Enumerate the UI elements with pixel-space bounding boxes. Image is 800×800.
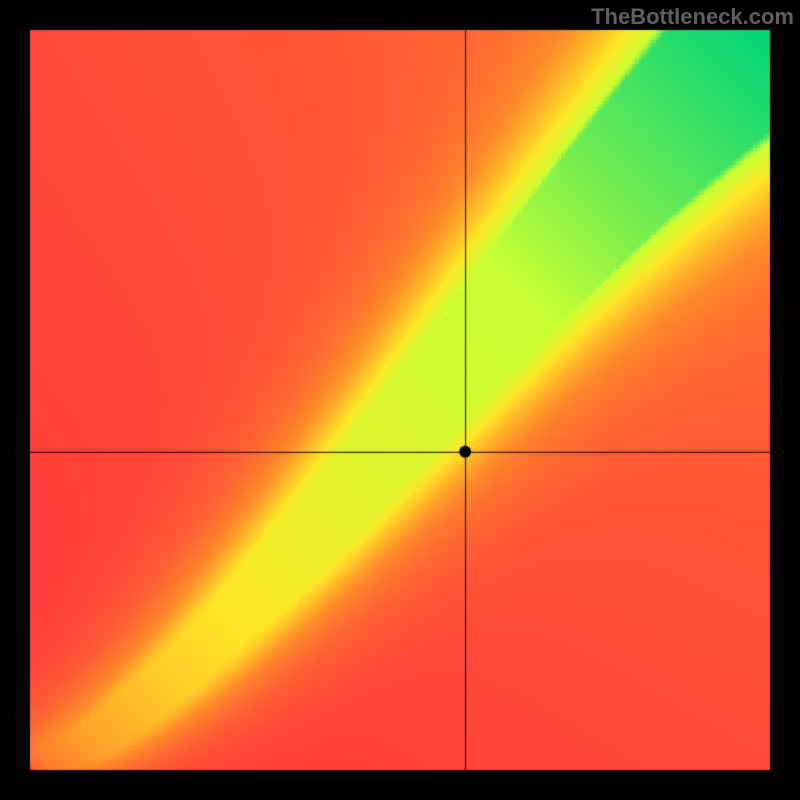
chart-container: { "chart": { "type": "heatmap", "canvas_…	[0, 0, 800, 800]
watermark-label: TheBottleneck.com	[591, 4, 794, 30]
crosshair-overlay	[0, 0, 800, 800]
